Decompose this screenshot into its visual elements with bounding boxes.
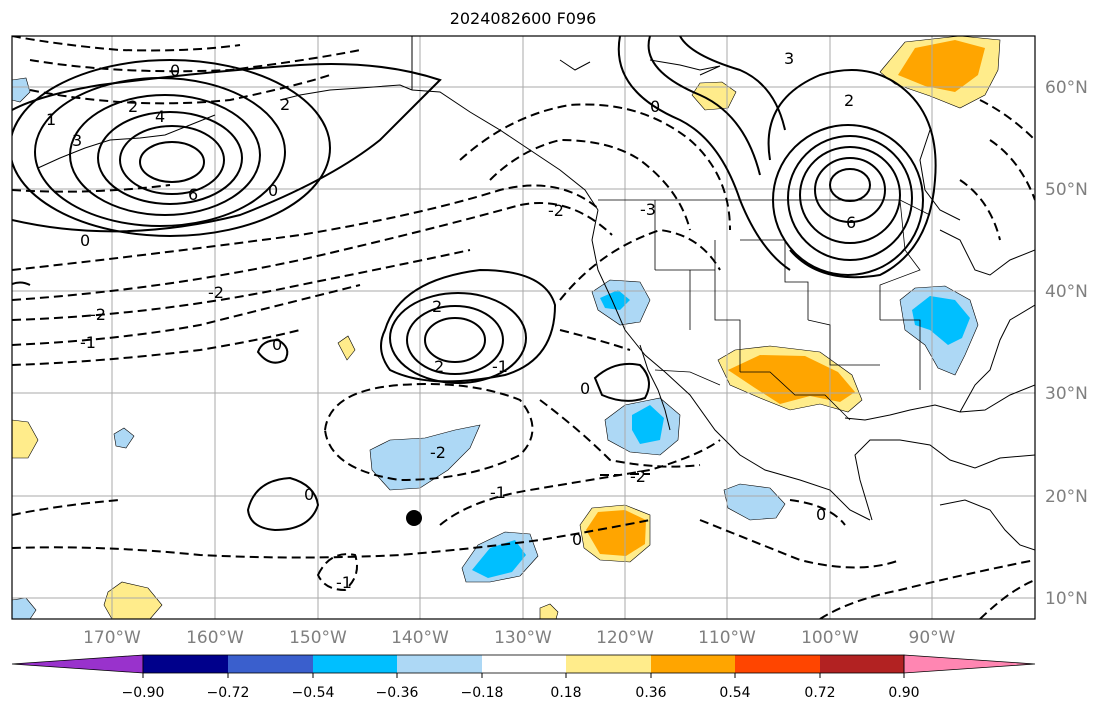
contour-label: -2: [90, 305, 106, 324]
contour-label: 1: [46, 110, 56, 129]
contour-label: -1: [490, 483, 506, 502]
colorbar-segment: [482, 655, 566, 673]
patch-mexico-cool-core: [632, 405, 664, 444]
colorbar-tick-label: −0.18: [461, 685, 504, 701]
colorbar-tick-label: 0.90: [888, 685, 919, 701]
patch-west-warm: [12, 419, 39, 459]
lon-label: 170°W: [83, 628, 141, 648]
contour-label: 2: [434, 357, 444, 376]
colorbar-low-extend: [11, 654, 144, 674]
patch-small-cool-2: [12, 77, 31, 103]
contour-label: -2: [548, 201, 564, 220]
colorbar-segment: [735, 655, 820, 673]
patch-california-cool-core: [600, 290, 630, 310]
patch-eq-warm-core: [586, 510, 646, 556]
negative-contours: [12, 36, 1035, 619]
colorbar: −0.90 −0.72 −0.54 −0.36 −0.18 0.18 0.36 …: [11, 654, 1036, 701]
colorbar-tick-label: 0.54: [719, 685, 750, 701]
lat-lon-grid: [12, 36, 1035, 619]
lon-label: 100°W: [801, 628, 859, 648]
contour-label: 2: [128, 97, 138, 116]
contour-label: 3: [72, 131, 82, 150]
patch-central-cool: [369, 424, 481, 491]
lon-label: 150°W: [289, 628, 347, 648]
colorbar-tick-label: 0.18: [550, 685, 581, 701]
colorbar-segment: [228, 655, 313, 673]
lon-label: 90°W: [909, 628, 956, 648]
lat-label: 20°N: [1045, 487, 1088, 507]
contour-label: -2: [430, 443, 446, 462]
contour-label: 6: [846, 213, 856, 232]
lon-label: 140°W: [391, 628, 449, 648]
colorbar-ticks: [142, 673, 905, 678]
lon-label: 120°W: [596, 628, 654, 648]
contour-label: 0: [272, 335, 282, 354]
patch-gulf-cool-core: [912, 296, 970, 345]
colorbar-tick-label: 0.72: [804, 685, 835, 701]
contour-label: 0: [304, 485, 314, 504]
contour-label: 0: [80, 231, 90, 250]
contour-label: 3: [784, 49, 794, 68]
patch-mex-coast-cool: [723, 483, 786, 521]
contour-label: 2: [280, 95, 290, 114]
lat-label: 50°N: [1045, 180, 1088, 200]
patch-small-cool-1: [113, 427, 135, 449]
patch-south-cool-core: [472, 540, 526, 578]
lat-label: 40°N: [1045, 282, 1088, 302]
contour-label: 6: [188, 185, 198, 204]
colorbar-tick-label: −0.54: [292, 685, 335, 701]
colorbar-outline: [142, 654, 905, 674]
longitude-labels: 170°W 160°W 150°W 140°W 130°W 120°W 110°…: [83, 628, 956, 648]
patch-hawaii-warm: [337, 335, 356, 361]
contour-labels: 0 1 2 3 4 6 2 0 0 -2 -1 2 2 -1 0 -2 -2 -…: [46, 49, 856, 592]
contour-label: 0: [650, 97, 660, 116]
colorbar-tick-label: −0.90: [122, 685, 165, 701]
colorbar-high-extend: [903, 654, 1036, 674]
positive-contours: [12, 36, 937, 532]
patch-yukon-warm: [691, 81, 737, 111]
latitude-labels: 60°N 50°N 40°N 30°N 20°N 10°N: [1045, 78, 1088, 609]
colorbar-segment: [143, 655, 228, 673]
contour-label: 0: [580, 379, 590, 398]
map-title: 2024082600 F096: [449, 9, 597, 28]
map-border: [11, 35, 1036, 620]
contour-label: 2: [844, 91, 854, 110]
contour-label: 4: [155, 107, 165, 126]
patch-south-warm: [539, 603, 559, 619]
contour-label: -3: [640, 200, 656, 219]
location-marker: [406, 510, 422, 526]
contour-label: 0: [268, 181, 278, 200]
contour-label: 0: [170, 61, 180, 80]
colorbar-segment: [566, 655, 651, 673]
patch-sw-us-warm-core: [728, 355, 855, 404]
patch-sw-warm: [103, 581, 163, 619]
lat-label: 60°N: [1045, 78, 1088, 98]
colorbar-tick-label: −0.72: [207, 685, 250, 701]
lon-label: 110°W: [698, 628, 756, 648]
contour-label: 0: [572, 530, 582, 549]
contour-label: -2: [208, 283, 224, 302]
colorbar-segment: [397, 655, 482, 673]
patch-canada-warm-core: [898, 40, 985, 92]
colorbar-segment: [651, 655, 735, 673]
colorbar-tick-label: −0.36: [376, 685, 419, 701]
colorbar-tick-label: 0.36: [635, 685, 666, 701]
contour-label: 2: [432, 297, 442, 316]
colorbar-segment: [313, 655, 397, 673]
contour-label: 0: [816, 505, 826, 524]
lon-label: 130°W: [494, 628, 552, 648]
lat-label: 10°N: [1045, 589, 1088, 609]
lon-label: 160°W: [186, 628, 244, 648]
contour-label: -1: [336, 573, 352, 592]
colorbar-segment: [820, 655, 904, 673]
lat-label: 30°N: [1045, 384, 1088, 404]
contour-label: -2: [630, 467, 646, 486]
contour-label: -1: [492, 357, 508, 376]
contour-label: -1: [80, 333, 96, 352]
